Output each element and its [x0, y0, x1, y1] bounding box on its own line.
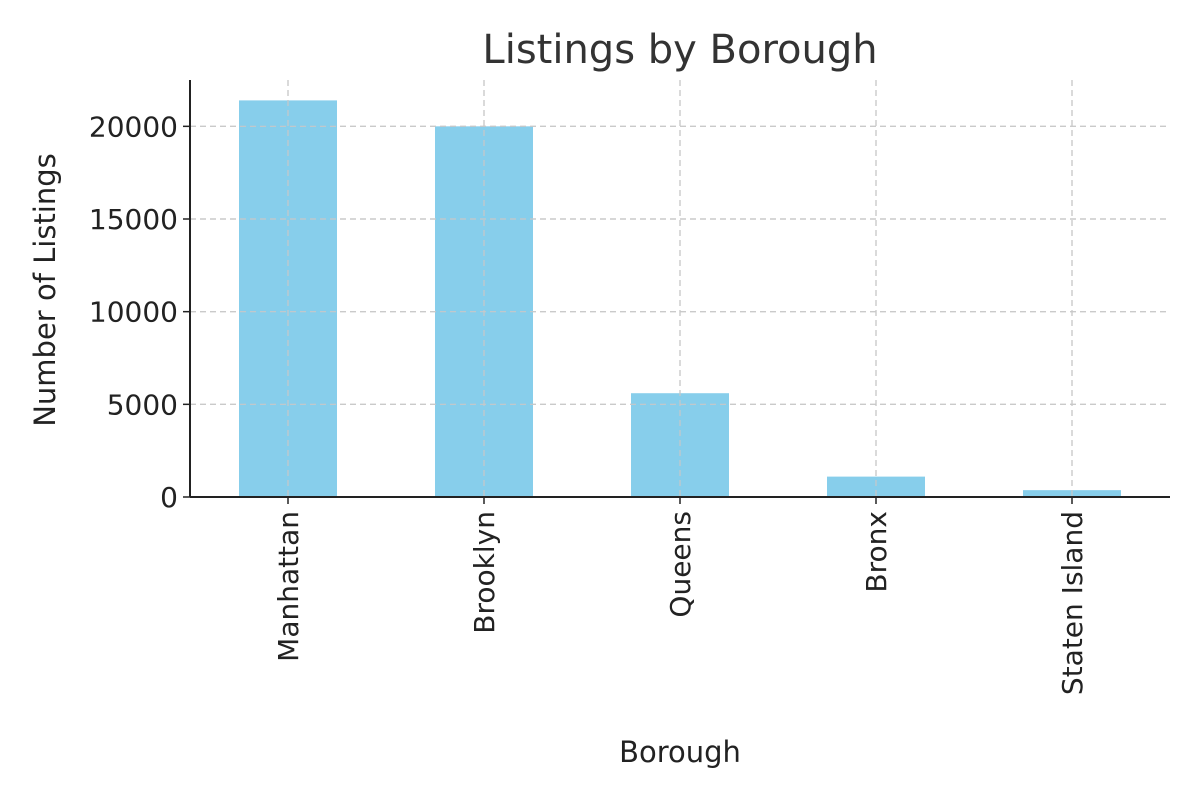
bars — [190, 80, 1170, 498]
chart-title: Listings by Borough — [482, 27, 877, 73]
x-tick-label: Queens — [664, 511, 697, 618]
x-tick-label: Brooklyn — [468, 511, 501, 634]
bar — [239, 100, 337, 498]
y-tick-label: 15000 — [89, 203, 178, 236]
x-tick-label: Bronx — [860, 511, 893, 593]
y-ticks: 0 5000 10000 15000 20000 — [89, 110, 190, 514]
x-tick-label: Staten Island — [1056, 511, 1089, 695]
x-axis-label: Borough — [619, 735, 741, 769]
y-tick-label: 5000 — [107, 388, 178, 421]
y-tick-label: 20000 — [89, 110, 178, 143]
y-axis-label: Number of Listings — [28, 153, 62, 427]
bar — [827, 476, 925, 497]
y-tick-label: 0 — [160, 481, 178, 514]
x-ticks: Manhattan Brooklyn Queens Bronx Staten Islan… — [272, 497, 1089, 695]
x-tick-label: Manhattan — [272, 511, 305, 662]
y-tick-label: 10000 — [89, 296, 178, 329]
